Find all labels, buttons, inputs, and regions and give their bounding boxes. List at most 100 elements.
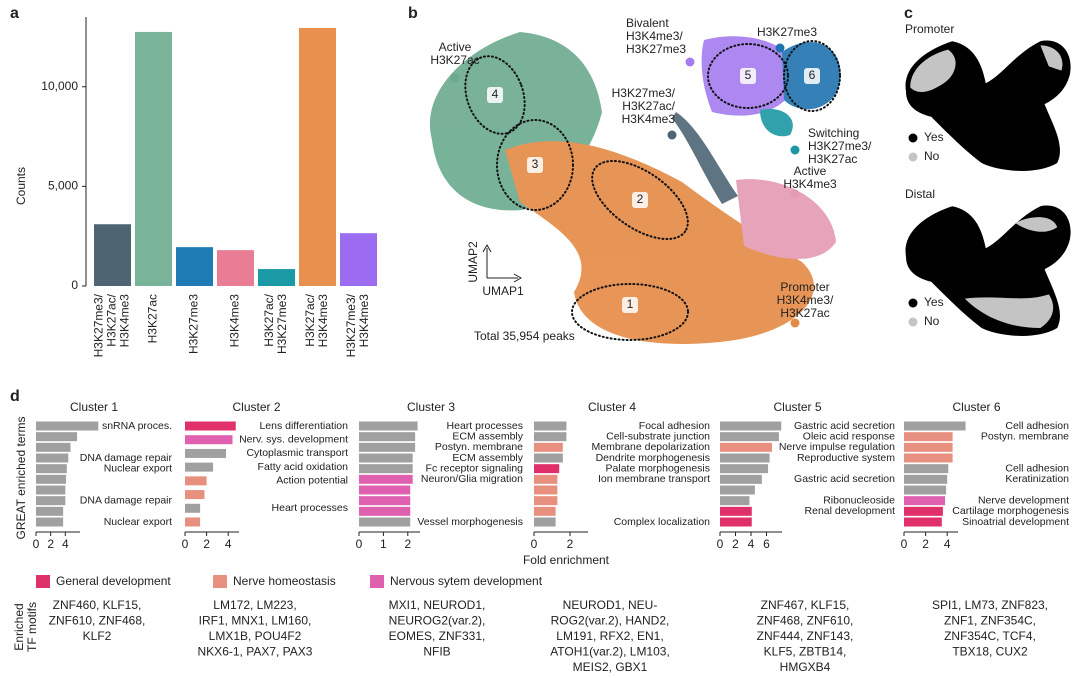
motif-text-line: HMGXB4 <box>780 660 831 674</box>
cluster-number: 6 <box>809 68 816 82</box>
panel-label: a <box>10 5 19 22</box>
motif-title-line: Enriched <box>12 603 26 650</box>
bar <box>534 432 567 442</box>
bar <box>299 27 336 286</box>
term-label: DNA damage repair <box>80 494 173 506</box>
term-label: Nerve impulse regulation <box>779 441 895 453</box>
panel-title: Cluster 2 <box>232 400 280 414</box>
motif-text-line: LMX1B, POU4F2 <box>209 629 302 643</box>
plot-title: Distal <box>905 187 935 201</box>
legend-marker <box>667 130 677 140</box>
panel-title: Cluster 5 <box>773 400 821 414</box>
bar <box>720 432 779 442</box>
term-label: Cytoplasmic transport <box>246 447 348 459</box>
bar <box>359 517 411 527</box>
x-tick-label-line: H3K27me3 <box>275 294 289 354</box>
x-tick-label: 0 <box>717 537 724 551</box>
x-tick-label: H3K27me3 <box>187 294 201 354</box>
x-tick-label-line: H3K4me3 <box>316 294 330 348</box>
motif-text-line: EOMES, ZNF331, <box>389 629 486 643</box>
legend-swatch <box>213 575 227 588</box>
umap-region <box>910 45 1063 92</box>
x-tick-label: 4 <box>944 537 951 551</box>
x-axis-title: UMAP1 <box>482 284 524 298</box>
x-tick-label: 2 <box>922 537 929 551</box>
group-label: H3K27me3/H3K27ac/H3K4me3 <box>612 86 676 126</box>
x-tick-label-line: H3K4me3 <box>118 294 132 348</box>
term-label: Nerve development <box>978 494 1069 506</box>
motif-text-line: ZNF1, ZNF354C, <box>944 614 1036 628</box>
x-tick-label: 1 <box>380 537 387 551</box>
motif-text-line: TBX18, CUX2 <box>952 645 1028 659</box>
term-label: Keratinization <box>1005 473 1069 485</box>
bar <box>534 485 558 495</box>
bar <box>36 485 66 495</box>
y-axis-title: GREAT enriched terms <box>14 417 28 540</box>
group-label: Promoter H3K4me3/H3K27ac <box>777 280 834 320</box>
term-label: Membrane depolarization <box>592 441 711 453</box>
bar <box>904 474 948 484</box>
motif-text-line: ZNF444, ZNF143, <box>757 629 854 643</box>
motif-text-line: ZNF354C, TCF4, <box>944 629 1036 643</box>
x-tick-label-line: H3K27ac/ <box>105 293 119 346</box>
bar <box>359 506 411 516</box>
term-label: Cell-substrate junction <box>606 430 710 442</box>
cluster-outline <box>783 40 841 112</box>
bar <box>359 432 416 442</box>
legend-label: Nerve homeostasis <box>233 574 336 588</box>
group-label-line: Active <box>439 40 472 54</box>
term-label: Heart processes <box>447 420 523 432</box>
legend-marker <box>775 43 785 53</box>
bar <box>904 421 966 431</box>
bar <box>135 31 172 287</box>
cluster-badge <box>622 297 638 313</box>
bar <box>36 453 69 463</box>
bar <box>359 485 411 495</box>
motif-text-line: ATOH1(var.2), LM103, <box>550 645 670 659</box>
group-label-line: H3K4me3 <box>783 177 837 191</box>
term-label: Cell adhesion <box>1005 462 1069 474</box>
term-label: ECM assembly <box>452 452 523 464</box>
motif-text-line: MEIS2, GBX1 <box>573 660 648 674</box>
cluster-badge <box>487 87 503 103</box>
group-label-line: Promoter <box>780 280 829 294</box>
bar <box>185 462 214 472</box>
motif-text-line: ZNF460, KLF15, <box>53 598 142 612</box>
bar <box>720 442 772 452</box>
group-label-line: H3K27me3/ <box>612 86 676 100</box>
motif-text-line: LM172, LM223, <box>213 598 296 612</box>
bar <box>36 496 66 506</box>
bar <box>359 453 413 463</box>
cluster-number: 5 <box>745 68 752 82</box>
term-label: Nuclear export <box>104 516 172 528</box>
bar <box>534 496 558 506</box>
bar <box>534 453 563 463</box>
motif-text-line: KLF2 <box>83 629 112 643</box>
motif-text: LM172, LM223, IRF1, MNX1, LM160, LMX1B, PO… <box>198 598 313 659</box>
umap-region <box>964 217 1058 329</box>
x-axis-title: Fold enrichment <box>523 553 610 567</box>
motif-text-line: KLF5, ZBTB14, <box>764 645 847 659</box>
bar <box>185 435 233 445</box>
motif-text-line: ROG2(var.2), HAND2, <box>551 614 670 628</box>
panel-title: Cluster 4 <box>588 400 636 414</box>
cluster-badge <box>632 192 648 208</box>
bar <box>904 506 943 516</box>
bar <box>36 421 99 431</box>
bar <box>340 233 377 286</box>
cluster-outline <box>591 159 689 241</box>
bar <box>36 517 64 527</box>
x-tick-label: 0 <box>356 537 363 551</box>
cluster-badge <box>804 68 820 84</box>
bar <box>217 250 254 286</box>
bar <box>720 453 770 463</box>
term-label: Sinoatrial development <box>962 516 1069 528</box>
bar <box>720 517 752 527</box>
x-tick-label: H3K27ac/H3K4me3 <box>303 293 330 347</box>
umap-cloud <box>905 40 1071 171</box>
x-tick-label: H3K27me3/H3K4me3 <box>344 293 371 357</box>
bar <box>185 421 236 431</box>
x-tick-label: 6 <box>763 537 770 551</box>
bar <box>185 476 207 486</box>
bar <box>185 448 227 458</box>
